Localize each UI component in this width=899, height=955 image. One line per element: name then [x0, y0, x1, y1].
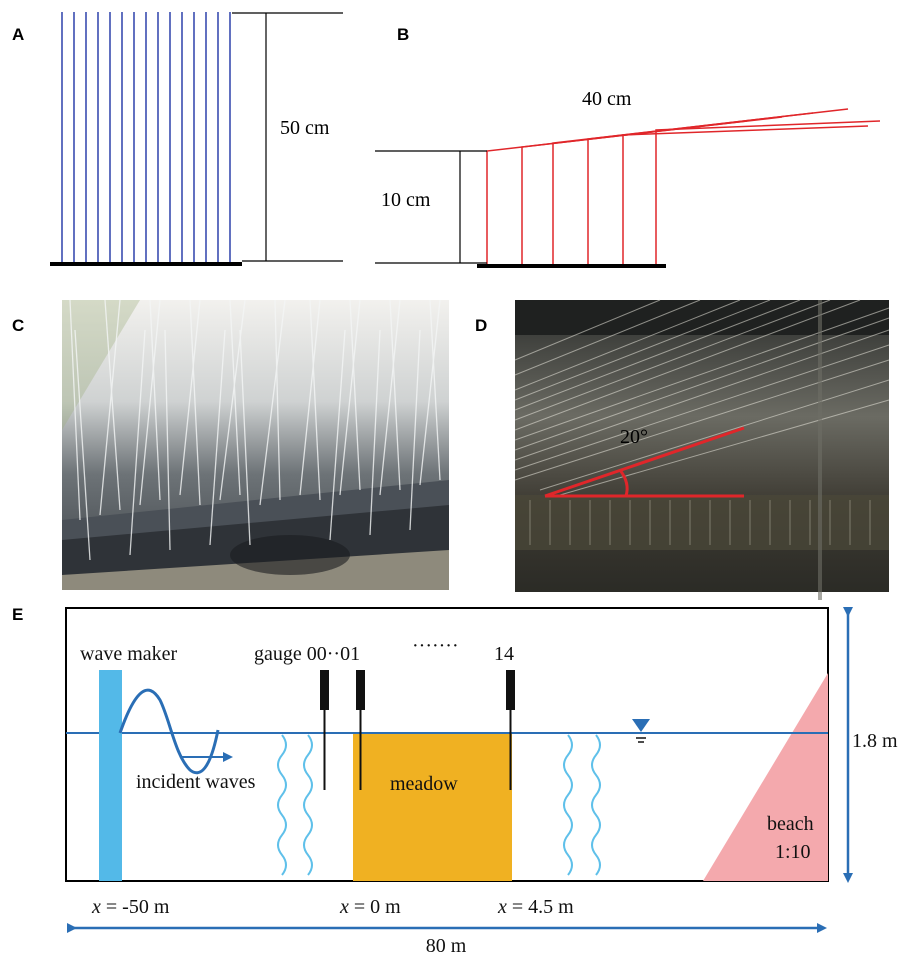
break-marks-right [563, 734, 601, 876]
panel-c-letter: C [12, 316, 24, 335]
length-label-b: 40 cm [582, 88, 632, 110]
wave-gauges [320, 670, 515, 790]
incident-waves-label: incident waves [136, 771, 256, 793]
bent-stems [486, 108, 881, 266]
meadow-label: meadow [390, 773, 458, 795]
angle-label: 20° [620, 426, 648, 448]
panel-b: B 40 cm 10 cm [375, 25, 881, 268]
height-label-a: 50 cm [280, 117, 330, 139]
dimension-10cm [375, 150, 487, 264]
height-label-b: 10 cm [381, 189, 431, 211]
panel-c: C [12, 299, 449, 590]
wave-maker-paddle [99, 670, 122, 881]
panel-a: A 50 cm [12, 12, 343, 266]
panel-d-letter: D [475, 316, 487, 335]
gauge-01 [356, 670, 365, 710]
angle-indicator [544, 426, 745, 498]
wave-curve [118, 688, 220, 775]
panel-b-letter: B [397, 25, 409, 44]
wave-maker-label: wave maker [80, 643, 178, 665]
gauge-label: gauge 00··01 [254, 643, 360, 665]
x-left-label: x = -50 m [91, 896, 170, 918]
dimension-50cm [232, 12, 343, 262]
beach-label: beach [767, 813, 814, 835]
depth-label: 1.8 m [852, 730, 898, 752]
gauge-00 [320, 670, 329, 710]
gauge-14 [506, 670, 515, 710]
panel-e: E wave maker gau [12, 605, 898, 955]
break-marks-left [277, 734, 313, 876]
photo-bent-stems [514, 299, 890, 600]
x-zero-label: x = 0 m [339, 896, 401, 918]
gauge-14-label: 14 [494, 643, 514, 665]
panel-a-letter: A [12, 25, 24, 44]
beach-slope [703, 673, 828, 881]
photo-seagrass-model [62, 299, 449, 590]
water-level-symbol [632, 719, 650, 743]
panel-e-letter: E [12, 605, 23, 624]
upright-stems [61, 12, 231, 262]
panel-d: D [475, 299, 890, 600]
beach-slope-label: 1:10 [775, 841, 811, 863]
meadow-block [353, 733, 512, 881]
gauge-ellipsis: ······· [412, 635, 459, 657]
x-right-label: x = 4.5 m [497, 896, 574, 918]
total-length-label: 80 m [426, 935, 467, 955]
